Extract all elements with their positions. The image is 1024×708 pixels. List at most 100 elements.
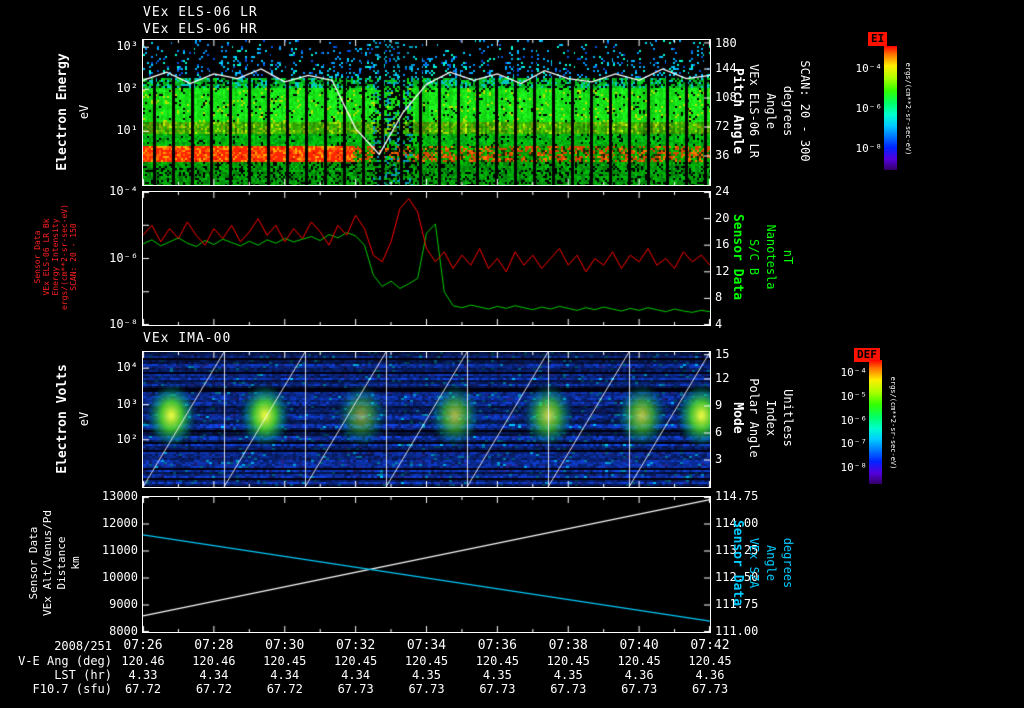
p1-right-axis-label: SCAN: 20 - 300 [798, 60, 812, 162]
p1-right-axis-label: VEx ELS-06 LR [747, 64, 761, 158]
p4-right-axis-label: VEx SZA [747, 537, 761, 589]
panel1-yaxis-label: Electron Energy [55, 53, 70, 171]
p3-ytick-right: 3 [715, 452, 723, 466]
ima-spectrogram-panel [142, 351, 711, 488]
ei-colorbar-label: EI [868, 32, 888, 46]
altitude-sza-panel [142, 496, 711, 633]
time-label: 07:38 [548, 638, 588, 653]
p4-ytick-left: 9000 [109, 597, 138, 611]
axis-row-value: 4.36 [695, 668, 725, 682]
time-label: 07:36 [477, 638, 517, 653]
els-spectrogram-canvas [143, 40, 710, 185]
colorbar-tick: 10⁻⁸ [840, 460, 868, 474]
p4-ytick-left: 13000 [101, 489, 138, 503]
axis-row-value: 4.35 [553, 668, 583, 682]
axis-row-label-lst: LST (hr) [54, 668, 112, 682]
axis-row-value: 120.45 [263, 654, 307, 668]
p3-ytick-right: 12 [715, 371, 730, 385]
p2-ytick-right: 8 [715, 290, 723, 305]
intensity-bfield-canvas [143, 192, 710, 325]
axis-row-value: 120.45 [617, 654, 661, 668]
p2-ytick-left: 10⁻⁴ [109, 184, 138, 198]
axis-row-value: 4.35 [482, 668, 512, 682]
p4-ytick-left: 8000 [109, 624, 138, 638]
p4-left-axis-label: Distance [55, 536, 68, 590]
p3-ytick-left: 10² [116, 431, 138, 446]
axis-row-value: 4.35 [412, 668, 441, 682]
p2-ytick-right: 20 [715, 210, 730, 225]
p4-ytick-left: 10000 [101, 570, 138, 584]
p4-right-axis-label: degrees [781, 537, 795, 589]
p2-ytick-right: 4 [715, 317, 723, 331]
p4-ytick-right: 113.25 [715, 543, 759, 557]
altitude-sza-canvas [143, 497, 710, 632]
p3-ytick-left: 10³ [116, 396, 138, 411]
p2-ytick-left: 10⁻⁸ [109, 317, 138, 331]
p1-ytick-right: 108 [715, 90, 737, 104]
p1-right-axis-label: Angle [764, 92, 778, 130]
axis-row-value: 67.72 [195, 682, 232, 696]
axis-row-label-f107: F10.7 (sfu) [32, 682, 112, 696]
p2-right-axis-label: Sensor Data [730, 213, 745, 301]
colorbar-tick: 10⁻⁶ [855, 102, 883, 115]
axis-row-value: 67.73 [479, 682, 516, 696]
p1-ytick-right: 36 [715, 148, 730, 162]
colorbar-tick: 10⁻⁶ [840, 413, 868, 427]
p2-right-axis-label: Nanotesla [764, 224, 778, 290]
p4-ytick-right: 111.00 [715, 624, 759, 638]
axis-row-value: 120.45 [475, 654, 520, 668]
panel1-title-hr: VEx ELS-06 HR [143, 22, 258, 37]
axis-row-value: 4.34 [270, 668, 300, 682]
axis-row-value: 120.45 [333, 654, 378, 668]
p3-ytick-left: 10⁴ [116, 360, 138, 375]
axis-row-value: 4.34 [341, 668, 371, 682]
p4-ytick-right: 111.75 [715, 597, 759, 611]
p1-ytick-right: 72 [715, 119, 730, 133]
axis-row-value: 67.73 [337, 682, 374, 696]
p1-ytick-left: 10¹ [116, 123, 138, 138]
p1-ytick-left: 10³ [116, 39, 138, 54]
p3-ytick-right: 9 [715, 398, 723, 412]
p4-left-axis-label: Sensor Data [27, 526, 40, 600]
axis-row-value: 120.45 [688, 654, 732, 668]
axis-row-value: 4.34 [199, 668, 229, 682]
axis-row-value: 67.72 [124, 682, 162, 696]
p1-ytick-right: 144 [715, 61, 737, 75]
p2-right-axis-label: S/C B [747, 238, 761, 276]
p1-ytick-right: 180 [715, 36, 737, 51]
axis-row-value: 4.36 [624, 668, 654, 682]
intensity-bfield-panel [142, 191, 711, 326]
p4-ytick-right: 114.00 [715, 516, 759, 530]
p4-ytick-right: 112.50 [715, 570, 759, 584]
panel1-title-lr: VEx ELS-06 LR [143, 5, 258, 20]
p1-right-axis-label: degrees [781, 85, 795, 137]
date-label: 2008/251 [54, 639, 112, 653]
time-label: 07:26 [123, 638, 163, 653]
p2-ytick-left: 10⁻⁶ [109, 250, 138, 265]
p4-ytick-left: 12000 [101, 516, 138, 530]
colorbar-tick: 10⁻⁵ [840, 389, 868, 403]
axis-row-value: 67.73 [621, 682, 658, 696]
colorbar-tick: 10⁻⁸ [855, 141, 883, 155]
panel1-yaxis-unit: eV [77, 104, 91, 120]
colorbar-tick: 10⁻⁴ [840, 366, 868, 380]
time-label: 07:30 [265, 638, 305, 653]
def-colorbar-unit: ergs/(cm**2-sr-sec-eV) [889, 376, 897, 470]
p2-ytick-right: 16 [715, 237, 730, 252]
def-colorbar [869, 360, 882, 484]
ei-colorbar-unit: ergs/(cm**2-sr-sec-eV) [904, 62, 912, 156]
axis-row-value: 67.72 [266, 682, 303, 696]
p4-right-axis-label: Sensor Data [730, 519, 745, 607]
p4-ytick-left: 11000 [101, 543, 138, 557]
axis-row-value: 67.73 [408, 682, 445, 696]
panel3-title: VEx IMA-00 [143, 331, 232, 346]
panel3-yaxis-unit: eV [77, 411, 91, 427]
p2-left-axis-label: SCAN: 20 - 150 [69, 223, 78, 291]
axis-row-value: 4.33 [128, 668, 158, 682]
p2-ytick-right: 24 [715, 184, 730, 198]
ei-colorbar [884, 46, 897, 170]
p1-ytick-left: 10² [116, 81, 138, 96]
p4-left-axis-label: VEx Alt/Venus/Pd [41, 510, 54, 616]
p2-ytick-right: 12 [715, 263, 730, 278]
